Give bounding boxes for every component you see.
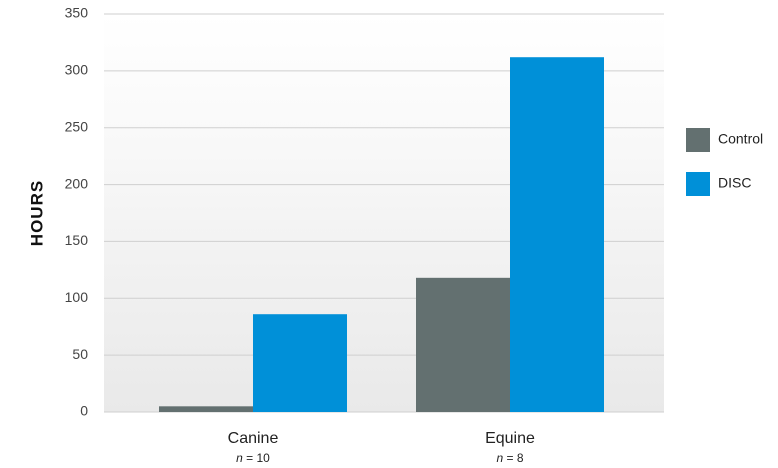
legend-label: DISC xyxy=(718,175,751,191)
y-tick-label: 150 xyxy=(65,232,89,248)
y-axis-title: HOURS xyxy=(27,180,46,246)
legend-swatch-disc xyxy=(686,172,710,196)
y-tick-label: 100 xyxy=(65,289,89,305)
sample-size-label: n = 8 xyxy=(496,451,523,465)
legend-swatch-control xyxy=(686,128,710,152)
y-tick-label: 250 xyxy=(65,118,89,134)
legend: Control DISC xyxy=(686,128,763,196)
y-tick-label: 200 xyxy=(65,175,89,191)
legend-label: Control xyxy=(718,131,763,147)
y-tick-label: 0 xyxy=(80,403,88,419)
category-label: Equine xyxy=(485,430,535,447)
category-label: Canine xyxy=(228,430,279,447)
bar-control-equine xyxy=(416,277,510,412)
bars xyxy=(159,57,604,413)
sample-size-label: n = 10 xyxy=(236,451,270,465)
y-tick-label: 50 xyxy=(72,346,88,362)
y-tick-labels: 0 50 100 150 200 250 300 350 xyxy=(65,5,89,419)
y-tick-label: 350 xyxy=(65,5,89,21)
bar-control-canine xyxy=(159,406,253,412)
bar-disc-canine xyxy=(253,314,347,412)
y-tick-label: 300 xyxy=(65,62,89,78)
bar-disc-equine xyxy=(510,57,604,413)
category-labels: Canine n = 10 Equine n = 8 xyxy=(228,430,535,465)
